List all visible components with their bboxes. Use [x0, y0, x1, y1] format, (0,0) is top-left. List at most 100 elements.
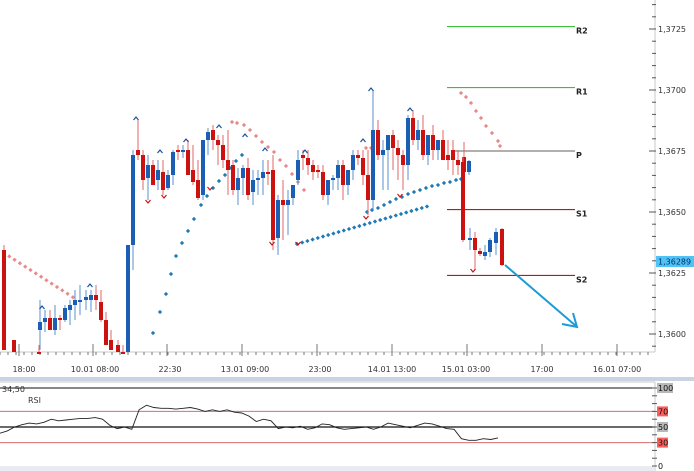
bull-candle: [386, 135, 390, 150]
candlesticks: [2, 90, 504, 354]
bear-candle: [216, 140, 220, 145]
rsi-panel: 100 70 50 30 0: [0, 383, 673, 471]
bear-candle: [401, 155, 405, 165]
rsi-line: [0, 404, 499, 441]
bear-candle: [473, 238, 477, 250]
bear-candle: [306, 158, 310, 165]
bear-candle: [104, 320, 108, 345]
bear-candle: [141, 155, 145, 180]
bull-candle: [436, 140, 440, 150]
price-tick-label: 1,3650: [658, 208, 686, 217]
bear-candle: [231, 165, 235, 190]
bull-candle: [78, 300, 82, 302]
bull-candle: [241, 168, 245, 178]
fractal-up-icon: [216, 124, 222, 129]
bull-candle: [73, 300, 77, 305]
bull-candle: [416, 130, 420, 140]
bear-candle: [391, 135, 395, 148]
time-tick-label: 18:00: [12, 365, 35, 374]
bear-candle: [37, 352, 41, 354]
bear-candle: [12, 340, 16, 352]
time-tick-label: 17:00: [530, 365, 553, 374]
bull-candle: [181, 150, 185, 152]
time-axis: 18:00 10.01 08:00 22:30 13.01 09:00 23:00 14.…: [0, 344, 649, 374]
bull-candle: [236, 178, 240, 190]
rsi-level-label: 0: [658, 462, 663, 471]
bull-candle: [89, 295, 93, 300]
bear-candle: [456, 160, 460, 165]
bull-candle: [494, 232, 498, 243]
bull-candle: [68, 305, 72, 310]
rsi-level-label: 70: [658, 407, 668, 416]
bull-candle: [291, 185, 295, 198]
bull-candle: [346, 170, 350, 185]
bear-candle: [461, 162, 465, 240]
bull-candle: [331, 178, 335, 180]
bear-candle: [411, 118, 415, 140]
pivot-label-s1: S1: [576, 210, 588, 219]
bear-candle: [311, 165, 315, 172]
bear-candle: [266, 172, 270, 174]
bear-candle: [301, 155, 305, 158]
bear-candle: [121, 352, 125, 354]
bear-candle: [2, 250, 6, 350]
bear-candle: [316, 170, 320, 172]
bull-candle: [126, 245, 130, 352]
bull-candle: [251, 180, 255, 192]
bear-candle: [161, 172, 165, 190]
fractal-up-icon: [157, 149, 163, 154]
bear-candle: [246, 168, 250, 195]
fractal-up-icon: [133, 116, 139, 121]
fractal-markers: [39, 87, 476, 310]
fractal-up-icon: [360, 138, 366, 143]
bear-candle: [376, 130, 380, 155]
rsi-title: RSI: [28, 396, 41, 405]
time-tick-label: 16.01 07:00: [593, 365, 642, 374]
bull-candle: [63, 308, 67, 320]
fractal-down-icon: [207, 186, 213, 191]
price-axis: 1,3725 1,3700 1,3675 1,3650 1,3625 1,3600: [649, 4, 686, 347]
bear-candle: [421, 130, 425, 155]
bear-candle: [478, 251, 482, 254]
forecast-arrow-icon[interactable]: [504, 264, 579, 329]
pivot-label-s2: S2: [576, 275, 587, 284]
rsi-level-label: 100: [658, 384, 673, 393]
bear-candle: [151, 165, 155, 185]
fractal-down-icon: [397, 193, 403, 198]
fractal-down-icon: [295, 241, 301, 246]
bull-candle: [156, 170, 160, 180]
bear-candle: [271, 170, 275, 240]
fractal-up-icon: [87, 283, 93, 288]
bear-candle: [321, 172, 325, 195]
bull-candle: [371, 130, 375, 200]
bull-candle: [38, 322, 42, 330]
time-tick-label: 13.01 09:00: [221, 365, 270, 374]
bear-candle: [226, 160, 230, 170]
bull-candle: [53, 318, 57, 330]
rsi-bottom-strip: [0, 466, 655, 471]
bull-candle: [483, 252, 487, 256]
bear-candle: [356, 155, 360, 158]
bear-candle: [441, 140, 445, 160]
bear-candle: [446, 155, 450, 160]
bull-candle: [171, 152, 175, 175]
bull-candle: [286, 200, 290, 205]
bull-candle: [381, 150, 385, 155]
panel-splitter[interactable]: [0, 377, 694, 381]
time-tick-label: 22:30: [158, 365, 181, 374]
fractal-up-icon: [368, 87, 374, 92]
bear-candle: [366, 175, 370, 200]
price-tick-label: 1,3675: [658, 147, 686, 156]
bear-candle: [109, 340, 113, 350]
bull-candle: [467, 161, 471, 172]
fractal-up-icon: [262, 147, 268, 152]
bull-candle: [256, 178, 260, 180]
bear-candle: [211, 130, 215, 140]
bull-candle: [166, 175, 170, 188]
bull-candle: [146, 165, 150, 178]
rsi-level-label: 30: [658, 439, 668, 448]
fractal-down-icon: [161, 194, 167, 199]
bear-candle: [361, 158, 365, 175]
bull-candle: [326, 180, 330, 195]
